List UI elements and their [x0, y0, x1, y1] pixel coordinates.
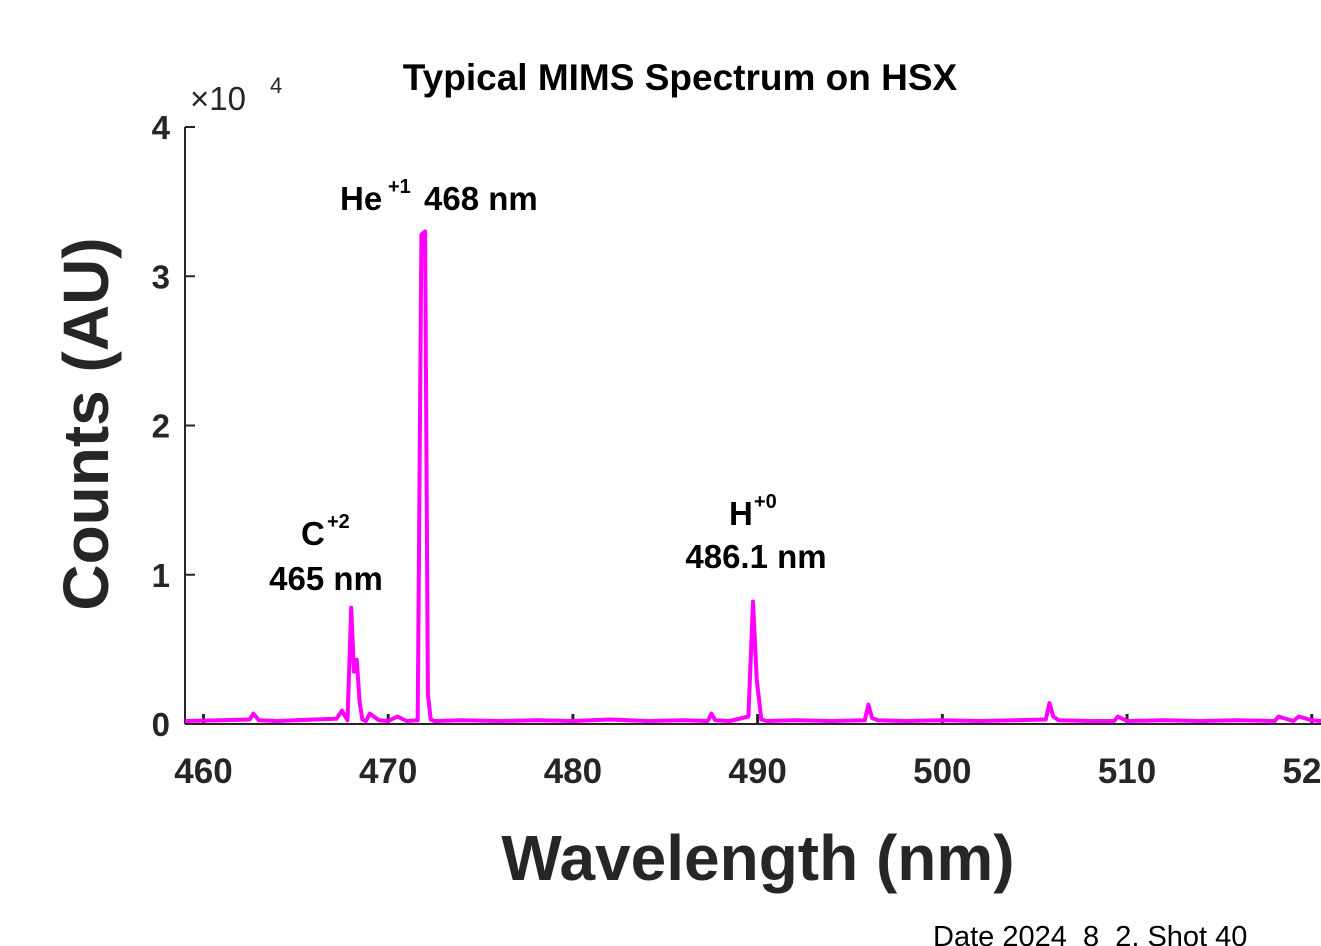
y-ticks: 0 1 2 3 4 [152, 109, 195, 743]
annotation-helium-ion: He [340, 180, 382, 217]
x-tick-label: 480 [544, 752, 602, 791]
footer-date-shot: Date 2024_8_2, Shot 40 [933, 921, 1247, 946]
annotation-helium-wavelength: 468 nm [424, 180, 538, 217]
annotation-helium: He +1 468 nm [340, 176, 538, 217]
annotation-hydrogen-wavelength: 486.1 nm [685, 538, 826, 575]
y-multiplier-exponent: 4 [270, 73, 282, 98]
annotation-hydrogen-charge: +0 [754, 491, 777, 513]
x-tick-label: 510 [1098, 752, 1156, 791]
x-tick-label: 460 [174, 752, 232, 791]
spectrum-series-line [184, 229, 1321, 723]
x-axis-label: Wavelength (nm) [501, 822, 1014, 894]
x-tick-label: 520 [1283, 752, 1321, 791]
annotation-carbon-wavelength: 465 nm [269, 560, 383, 597]
y-multiplier: ×10 [190, 80, 246, 117]
y-tick-label: 3 [152, 258, 170, 295]
x-tick-label: 470 [359, 752, 417, 791]
annotation-carbon-ion: C [301, 515, 325, 552]
annotation-hydrogen: H +0 486.1 nm [685, 491, 826, 575]
x-tick-label: 490 [728, 752, 786, 791]
annotation-hydrogen-ion: H [729, 495, 753, 532]
y-tick-label: 0 [152, 706, 170, 743]
y-tick-label: 4 [152, 109, 171, 146]
x-tick-label: 500 [913, 752, 971, 791]
chart-title: Typical MIMS Spectrum on HSX [403, 57, 958, 98]
annotation-carbon-charge: +2 [327, 511, 350, 533]
y-axis-label: Counts (AU) [50, 237, 122, 610]
annotation-carbon: C +2 465 nm [269, 511, 383, 597]
y-tick-label: 1 [152, 557, 170, 594]
x-ticks: 460 470 480 490 500 510 520 [174, 714, 1321, 791]
y-tick-label: 2 [152, 408, 170, 445]
annotation-helium-charge: +1 [388, 176, 411, 198]
